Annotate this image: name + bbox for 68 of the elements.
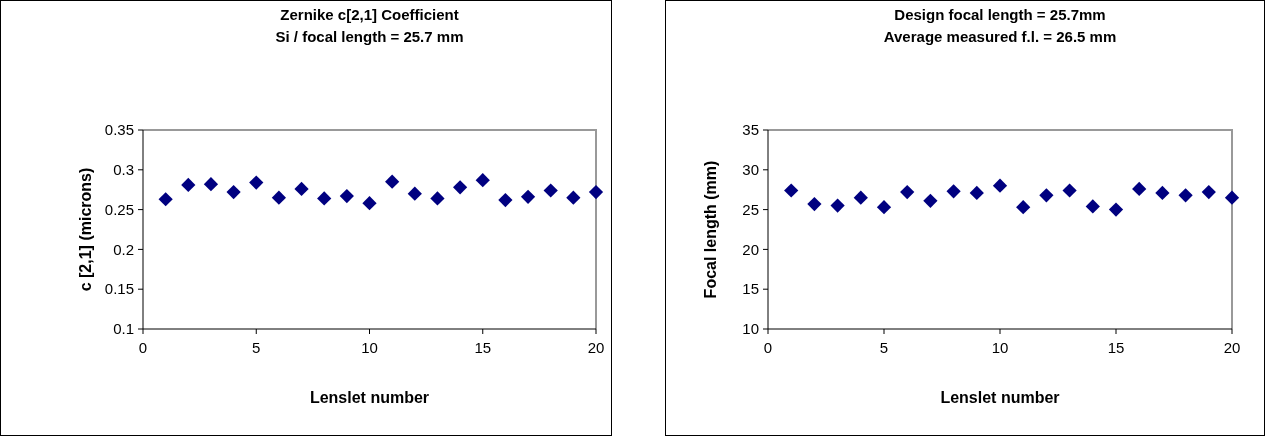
y-tick-label: 20 [742,240,759,258]
point [339,188,354,204]
point [543,183,558,198]
point [1201,184,1216,200]
point [807,196,822,212]
point [853,190,868,205]
y-tick-label: 0.35 [104,121,134,139]
point [249,175,264,190]
point [271,190,287,205]
point [475,173,490,188]
x-tick-label: 15 [1107,339,1125,356]
point [520,189,536,204]
y-tick-label: 0.15 [104,280,134,298]
point [992,178,1008,193]
point [784,183,799,198]
x-tick-label: 5 [252,339,261,356]
chart-title: Design focal length = 25.7mm Average measured f.l. = 26.5 mm [883,6,1117,45]
point [385,174,400,189]
point [1039,188,1054,203]
point [1108,202,1124,217]
point [203,177,219,192]
point [181,177,196,193]
x-axis-title: Lenslet number [309,389,430,406]
chart-title: Zernike c[2,1] Coefficient Si / focal length = 25.7 mm [275,6,464,45]
y-axis-title: Focal length (mm) [702,160,719,299]
point [946,184,961,199]
point [588,184,604,200]
y-tick-label: 10 [742,320,759,338]
y-tick-label: 15 [742,280,759,298]
point [294,181,309,197]
y-tick-label: 25 [742,200,759,218]
x-tick-label: 15 [474,339,492,356]
point [923,193,938,208]
point [158,192,173,207]
y-tick-label: 0.2 [113,240,134,258]
point [317,191,332,206]
point [566,190,581,205]
point [430,191,445,206]
point [1062,183,1077,198]
x-tick-label: 20 [587,339,605,356]
point [1155,185,1170,200]
y-tick-label: 0.3 [113,161,134,179]
x-tick-label: 10 [361,339,378,356]
point [226,184,241,200]
x-tick-label: 0 [763,339,773,356]
point [1016,200,1031,215]
point [876,200,892,215]
point [969,185,984,200]
point [1085,199,1100,214]
x-tick-label: 0 [138,339,148,356]
y-tick-label: 0.25 [104,200,134,218]
y-axis-title: c [2,1] (microns) [77,167,94,292]
point [452,180,468,195]
x-tick-label: 5 [879,339,889,356]
point [407,186,422,201]
y-tick-label: 30 [742,161,759,179]
y-tick-label: 0.1 [113,320,134,338]
point [362,196,377,211]
x-tick-label: 10 [991,339,1009,356]
y-tick-label: 35 [742,121,759,139]
point [1178,188,1193,203]
point [900,184,915,200]
point [1224,190,1240,205]
point [498,192,513,208]
point [830,198,845,213]
point [1132,181,1147,197]
x-tick-label: 20 [1223,339,1241,356]
x-axis-title: Lenslet number [940,389,1060,406]
